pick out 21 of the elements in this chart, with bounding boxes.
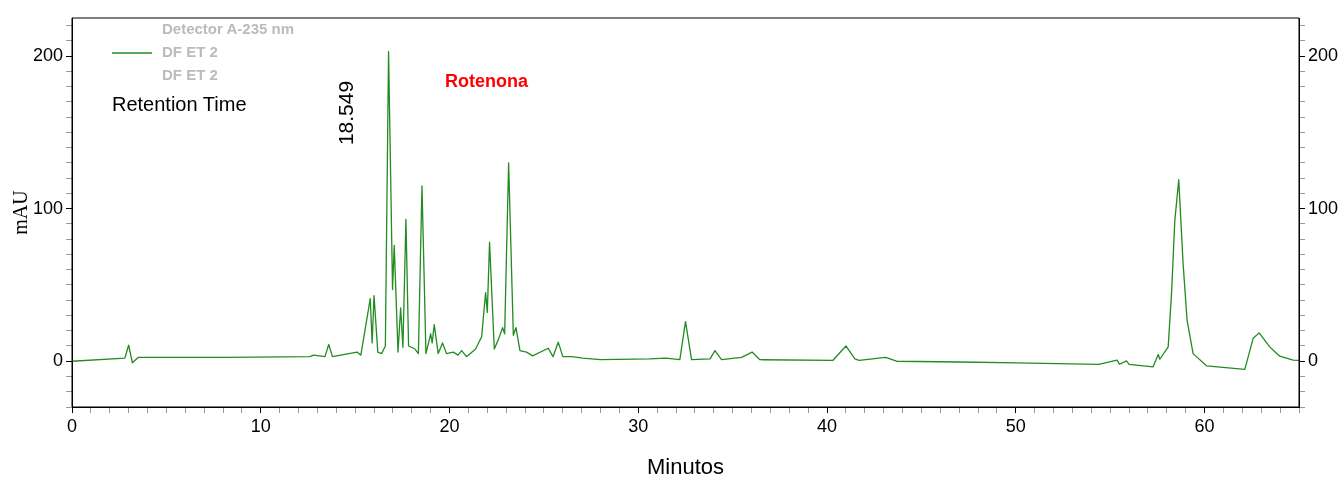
y-tick-label: 100: [32, 197, 63, 218]
annotation: Rotenona: [445, 70, 529, 91]
x-tick-label: 20: [439, 415, 460, 436]
annotation: DF ET 2: [162, 66, 218, 84]
y2-tick-label: 200: [1308, 45, 1339, 66]
x-tick-label: 40: [817, 415, 838, 436]
x-tick-label: 0: [66, 415, 78, 436]
y-tick-label: 0: [52, 350, 63, 371]
x-tick-label: 10: [250, 415, 271, 436]
x-axis-title: Minutos: [646, 453, 725, 479]
y-tick-label: 200: [32, 45, 63, 66]
annotation: Retention Time: [112, 92, 247, 115]
y2-tick-label: 100: [1308, 197, 1339, 218]
annotation: 18.549: [333, 80, 357, 146]
x-tick-label: 30: [628, 415, 649, 436]
y2-tick-label: 0: [1308, 350, 1319, 371]
legend-title: Detector A-235 nm: [162, 20, 294, 38]
x-tick-label: 60: [1194, 415, 1215, 436]
y-axis-title: mAU: [9, 189, 32, 235]
x-tick-label: 50: [1005, 415, 1026, 436]
legend-label: DF ET 2: [162, 43, 218, 61]
